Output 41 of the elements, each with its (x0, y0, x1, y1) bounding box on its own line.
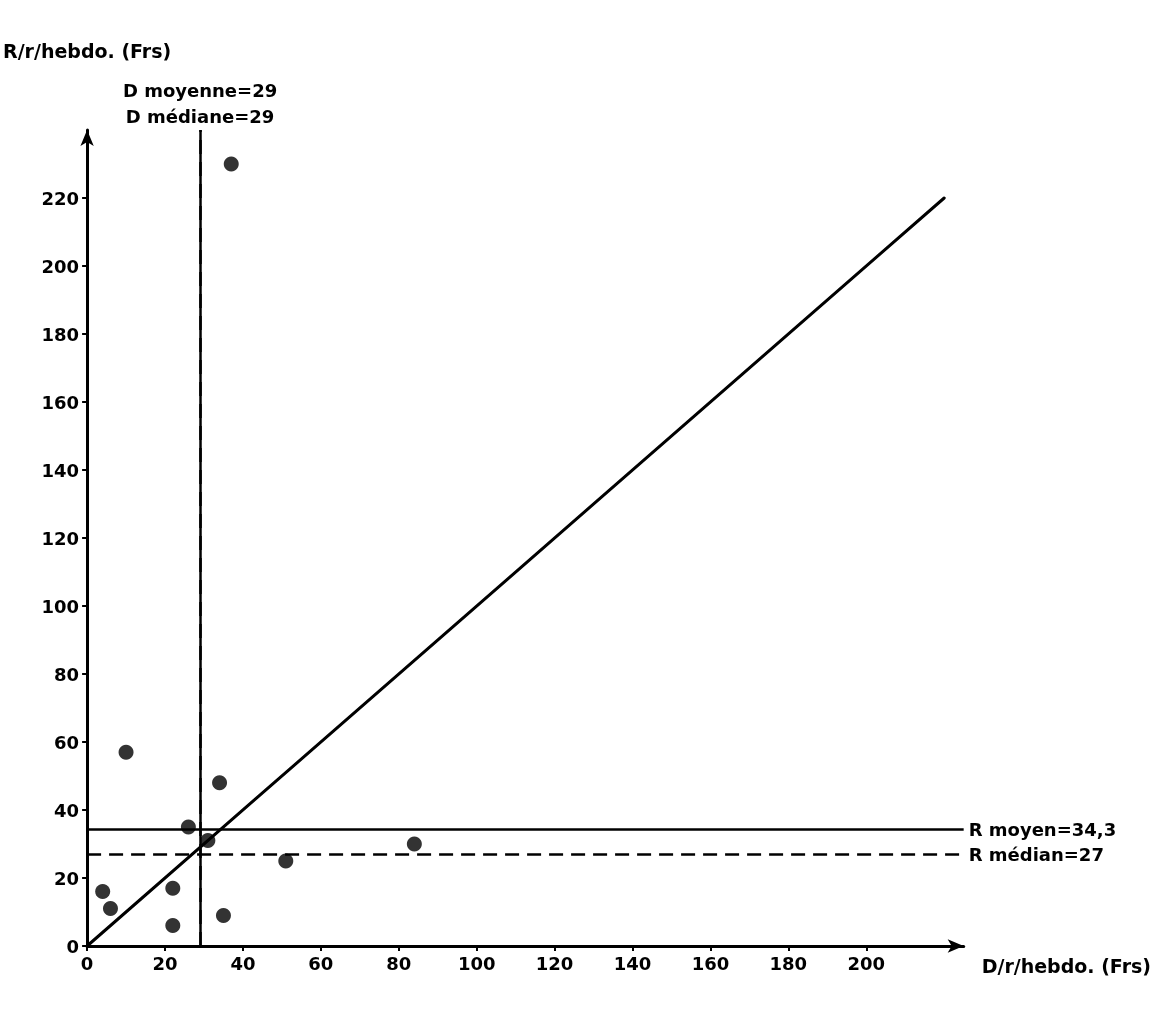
ref-line-label: R médian=27 (968, 843, 1104, 865)
point (95, 884, 111, 900)
point (278, 853, 294, 869)
ref-line-label: D médiane=29 (125, 105, 275, 127)
x-tick-label: 140 (613, 952, 652, 974)
x-tick-label: 160 (691, 952, 730, 974)
point (200, 833, 216, 849)
x-tick-label: 60 (308, 952, 334, 974)
y-tick-label: 0 (66, 935, 80, 957)
point (180, 819, 196, 835)
y-tick-label: 120 (41, 527, 80, 549)
x-tick-label: 20 (152, 952, 178, 974)
point (118, 744, 134, 760)
point (215, 907, 231, 923)
y-tick-label: 100 (41, 595, 80, 617)
ref-line-label: D moyenne=29 (122, 79, 278, 101)
point (406, 836, 422, 852)
x-tick-label: 40 (230, 952, 256, 974)
y-tick-label: 80 (54, 663, 80, 685)
point (212, 775, 228, 791)
y-tick-label: 220 (41, 187, 80, 209)
x-tick-label: 80 (386, 952, 412, 974)
point (102, 901, 118, 917)
y-tick-label: 60 (54, 731, 80, 753)
point (165, 880, 181, 896)
y-tick-label: 200 (41, 255, 80, 277)
point (223, 156, 239, 172)
x-tick-label: 180 (769, 952, 808, 974)
y-tick-label: 180 (41, 323, 80, 345)
x-tick-label: 200 (847, 952, 886, 974)
point (165, 918, 181, 934)
y-axis-title: R/r/hebdo. (Frs) (2, 39, 172, 62)
x-tick-label: 120 (535, 952, 574, 974)
x-tick-label: 0 (80, 952, 94, 974)
y-tick-label: 40 (54, 799, 80, 821)
y-tick-label: 160 (41, 391, 80, 413)
ref-line-label: R moyen=34,3 (968, 818, 1117, 840)
x-tick-label: 100 (457, 952, 496, 974)
x-axis-title: D/r/hebdo. (Frs) (981, 954, 1152, 977)
y-tick-label: 20 (54, 867, 80, 889)
y-tick-label: 140 (41, 459, 80, 481)
